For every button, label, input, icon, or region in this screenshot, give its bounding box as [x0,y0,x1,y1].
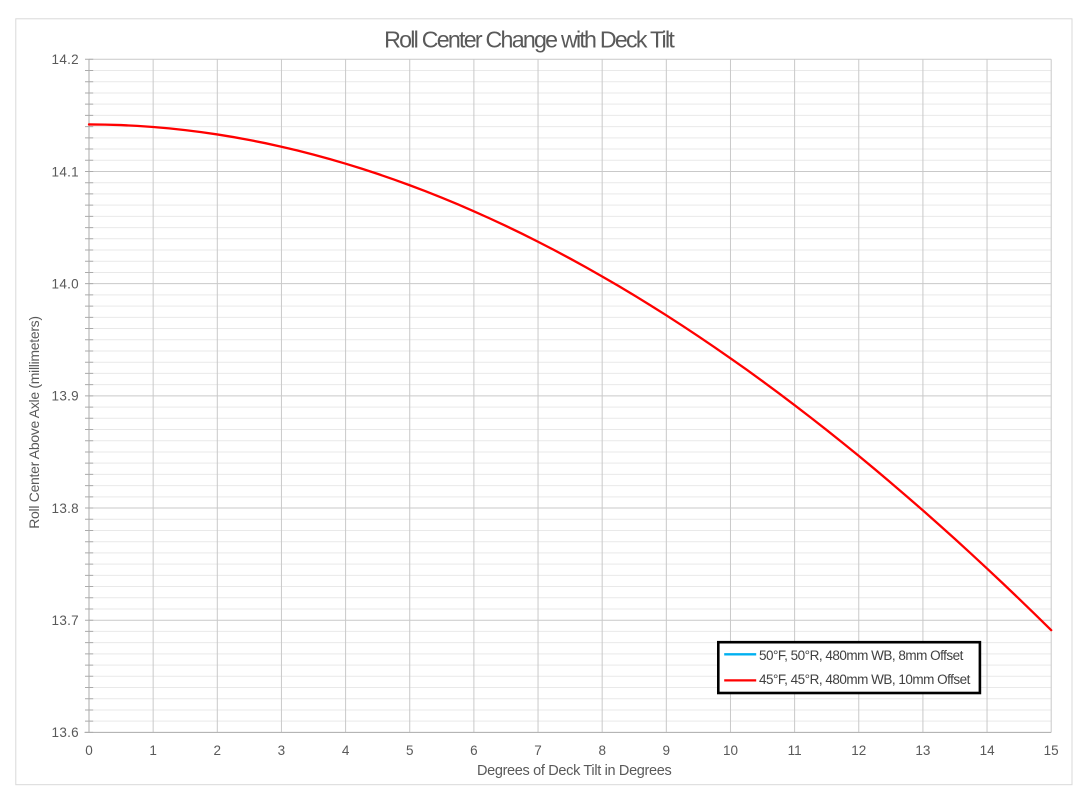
svg-text:Roll Center Change with Deck T: Roll Center Change with Deck Tilt [384,27,675,53]
svg-text:11: 11 [788,743,802,758]
svg-text:5: 5 [406,743,414,758]
svg-text:7: 7 [534,743,542,758]
svg-text:3: 3 [278,743,286,758]
svg-text:8: 8 [598,743,606,758]
svg-text:9: 9 [663,743,671,758]
svg-text:14.2: 14.2 [52,52,79,67]
svg-text:4: 4 [342,743,350,758]
svg-text:14.0: 14.0 [52,277,79,292]
svg-text:Roll Center Above Axle (millim: Roll Center Above Axle (millimeters) [26,316,42,529]
svg-text:45°F, 45°R, 480mm WB, 10mm Off: 45°F, 45°R, 480mm WB, 10mm Offset [759,672,971,687]
svg-text:Degrees of Deck Tilt in Degree: Degrees of Deck Tilt in Degrees [477,763,672,779]
svg-text:13: 13 [915,743,930,758]
svg-text:2: 2 [214,743,222,758]
svg-text:0: 0 [85,743,93,758]
svg-text:6: 6 [470,743,478,758]
svg-text:50°F, 50°R, 480mm WB, 8mm Offs: 50°F, 50°R, 480mm WB, 8mm Offset [759,648,964,663]
svg-text:14: 14 [980,743,996,758]
svg-text:14.1: 14.1 [52,164,79,179]
svg-text:13.8: 13.8 [52,501,79,516]
svg-text:13.7: 13.7 [52,613,79,628]
svg-text:13.9: 13.9 [52,389,79,404]
svg-text:10: 10 [723,743,738,758]
svg-text:15: 15 [1044,743,1059,758]
svg-text:1: 1 [149,743,157,758]
svg-text:12: 12 [851,743,866,758]
svg-text:13.6: 13.6 [52,725,79,740]
